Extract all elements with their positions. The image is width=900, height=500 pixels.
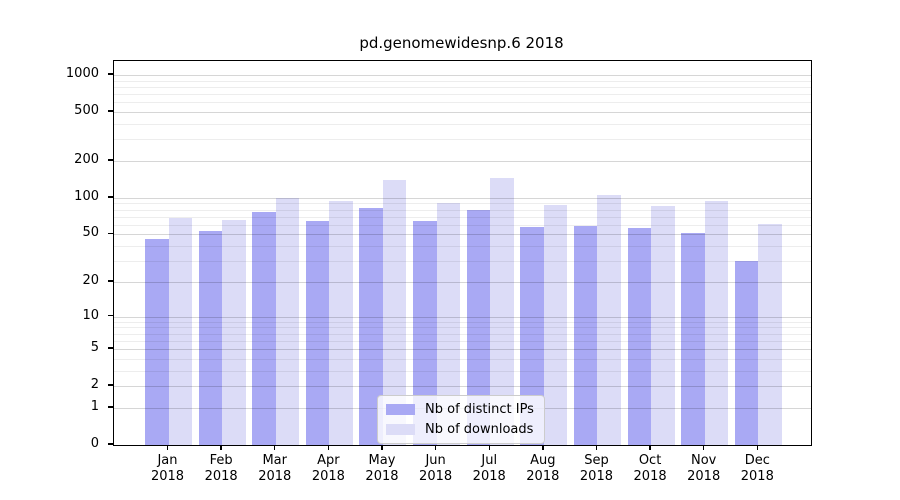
- legend-label: Nb of downloads: [425, 422, 534, 437]
- bar-nov-downloads: [704, 201, 729, 445]
- bar-may-ips: [359, 208, 383, 445]
- y-tick-label-1000: 1000: [65, 66, 99, 82]
- bar-nov-ips: [681, 233, 705, 445]
- bar-sep-downloads: [597, 194, 621, 445]
- x-tick-label-apr: Apr 2018: [311, 453, 345, 484]
- x-tick-mark-aug: [542, 445, 544, 450]
- chart-title: pd.genomewidesnp.6 2018: [359, 34, 564, 52]
- y-tick-label-10: 10: [82, 307, 99, 323]
- y-tick-label-5: 5: [90, 340, 99, 356]
- y-tick-mark-10: [108, 314, 113, 317]
- bar-aug-downloads: [543, 204, 568, 445]
- bar-aug-ips: [520, 226, 544, 445]
- y-tick-mark-2: [108, 384, 113, 386]
- bar-feb-downloads: [222, 219, 246, 445]
- legend-swatch-distinct-ips: [386, 404, 415, 415]
- x-tick-label-jul: Jul 2018: [472, 453, 506, 484]
- y-tick-label-200: 200: [74, 152, 99, 168]
- x-tick-label-aug: Aug 2018: [526, 453, 560, 484]
- x-tick-mark-sep: [595, 445, 598, 450]
- y-axis: 0 1 2 5 10 20 50 100 200 500 1000: [0, 60, 113, 451]
- y-tick-mark-1000: [108, 73, 113, 75]
- bar-apr-downloads: [329, 200, 353, 445]
- bar-sep-ips: [573, 225, 598, 445]
- legend: Nb of distinct IPs Nb of downloads: [377, 395, 545, 444]
- y-tick-mark-5: [108, 347, 113, 349]
- bar-jan-ips: [145, 238, 169, 445]
- y-tick-mark-0: [108, 443, 113, 445]
- legend-swatch-downloads: [386, 424, 415, 435]
- x-tick-mark-dec: [756, 445, 758, 450]
- x-tick-mark-apr: [327, 445, 330, 450]
- plot-area: Nb of distinct IPs Nb of downloads: [113, 60, 812, 446]
- x-tick-mark-mar: [274, 445, 276, 450]
- x-axis: Jan 2018 Feb 2018 Mar 2018 Apr 2018 May 2018 Jun 20…: [113, 444, 810, 500]
- x-tick-label-may: May 2018: [365, 453, 399, 484]
- x-tick-mark-nov: [703, 445, 705, 450]
- x-tick-label-mar: Mar 2018: [258, 453, 292, 484]
- y-tick-label-50: 50: [82, 225, 99, 241]
- bar-feb-ips: [198, 231, 223, 445]
- x-tick-label-dec: Dec 2018: [740, 453, 774, 484]
- legend-item-distinct-ips: Nb of distinct IPs: [386, 402, 534, 417]
- bar-oct-downloads: [651, 206, 675, 445]
- bar-jan-downloads: [168, 218, 192, 445]
- y-tick-label-2: 2: [90, 377, 99, 393]
- bar-apr-ips: [305, 220, 330, 445]
- x-tick-label-feb: Feb 2018: [204, 453, 238, 484]
- y-tick-mark-20: [108, 280, 113, 282]
- x-tick-mark-oct: [649, 445, 651, 450]
- bar-jun-downloads: [436, 202, 461, 445]
- legend-item-downloads: Nb of downloads: [386, 422, 534, 437]
- y-tick-mark-500: [108, 110, 113, 112]
- y-tick-mark-50: [108, 232, 113, 235]
- bars-layer: [114, 61, 811, 445]
- y-tick-mark-100: [108, 196, 113, 198]
- bar-dec-downloads: [758, 224, 782, 445]
- bar-jul-ips: [466, 209, 491, 445]
- y-tick-label-20: 20: [82, 272, 99, 288]
- y-tick-mark-1: [108, 406, 113, 408]
- bar-oct-ips: [627, 227, 652, 445]
- x-tick-mark-may: [381, 445, 383, 450]
- y-tick-label-500: 500: [74, 103, 99, 119]
- x-tick-mark-feb: [220, 445, 222, 450]
- bar-mar-downloads: [275, 197, 300, 445]
- bar-mar-ips: [252, 211, 276, 445]
- legend-label: Nb of distinct IPs: [425, 402, 534, 417]
- x-tick-mark-jun: [434, 445, 437, 450]
- y-tick-label-1: 1: [90, 398, 99, 414]
- y-tick-label-100: 100: [74, 188, 99, 204]
- bar-jul-downloads: [490, 178, 514, 445]
- y-tick-label-0: 0: [90, 436, 99, 451]
- x-tick-label-sep: Sep 2018: [579, 453, 613, 484]
- y-tick-mark-200: [108, 159, 113, 161]
- bar-dec-ips: [734, 261, 759, 445]
- x-tick-label-jun: Jun 2018: [419, 453, 453, 484]
- x-tick-mark-jan: [166, 445, 169, 450]
- x-tick-mark-jul: [488, 445, 490, 450]
- bar-jun-ips: [413, 220, 437, 445]
- x-tick-label-jan: Jan 2018: [150, 453, 185, 484]
- x-tick-label-oct: Oct 2018: [633, 453, 667, 484]
- x-tick-label-nov: Nov 2018: [687, 453, 721, 484]
- bar-may-downloads: [382, 180, 407, 445]
